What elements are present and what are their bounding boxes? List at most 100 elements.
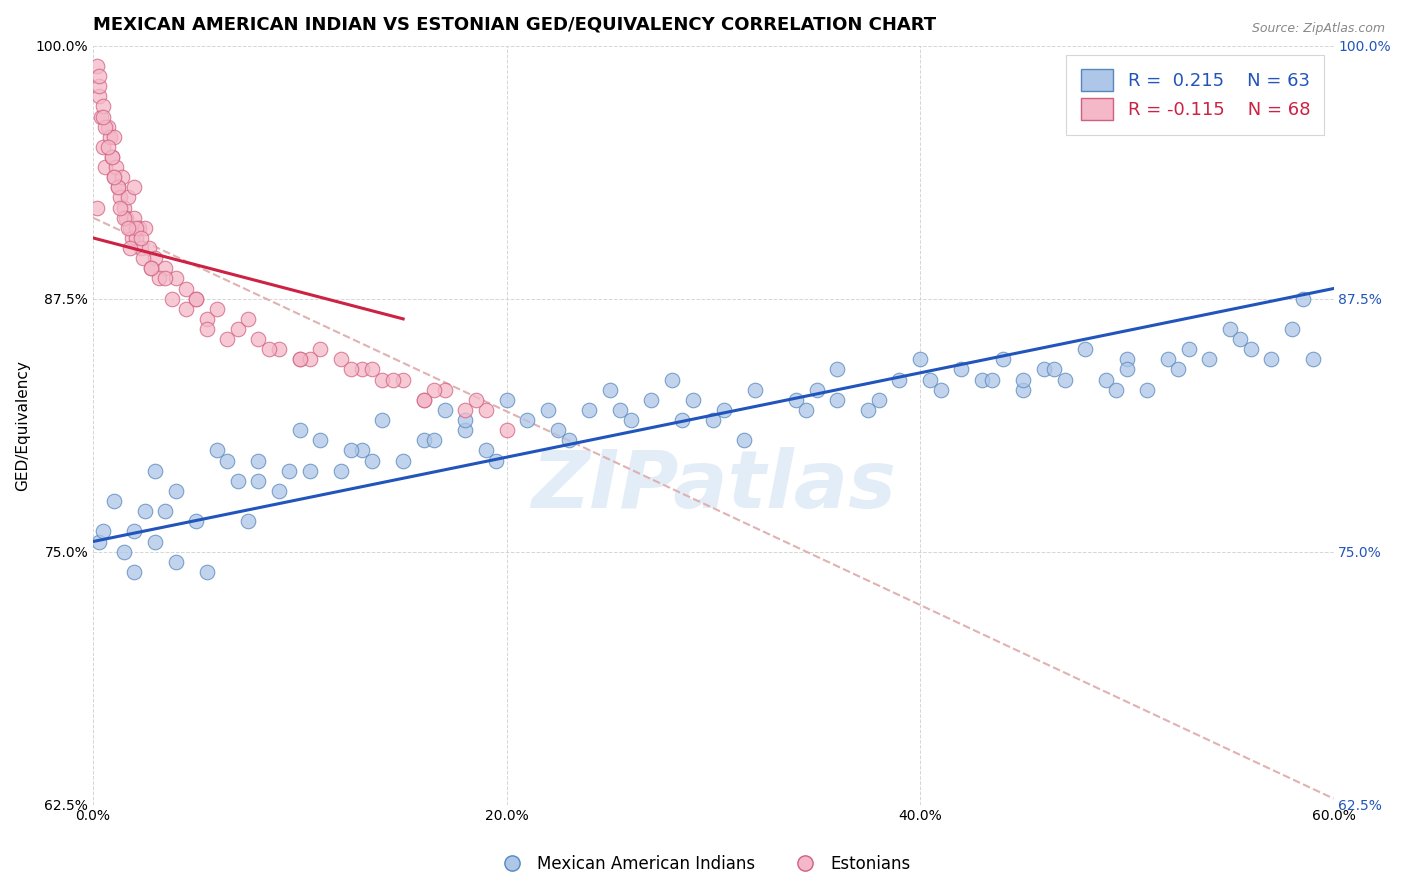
Point bbox=[93, 110, 115, 124]
Point bbox=[288, 352, 311, 367]
Point bbox=[96, 120, 118, 134]
Point bbox=[236, 311, 259, 326]
Point bbox=[423, 383, 446, 397]
Point bbox=[143, 534, 166, 549]
Point bbox=[1240, 343, 1263, 357]
Point bbox=[89, 89, 111, 103]
Point bbox=[889, 373, 911, 387]
Point bbox=[361, 453, 384, 467]
Point bbox=[733, 434, 755, 448]
Point bbox=[134, 504, 156, 518]
Point bbox=[124, 524, 146, 539]
Point bbox=[124, 180, 146, 194]
Point bbox=[205, 301, 228, 316]
Point bbox=[827, 392, 849, 407]
Point bbox=[107, 180, 129, 194]
Point bbox=[108, 201, 131, 215]
Point bbox=[107, 180, 129, 194]
Point bbox=[557, 434, 579, 448]
Point bbox=[174, 281, 197, 295]
Point bbox=[1229, 332, 1251, 346]
Point bbox=[330, 464, 353, 478]
Point bbox=[1095, 373, 1118, 387]
Point bbox=[93, 524, 115, 539]
Point bbox=[93, 140, 115, 154]
Point bbox=[148, 271, 170, 285]
Point bbox=[111, 170, 134, 185]
Point bbox=[485, 453, 508, 467]
Point bbox=[96, 140, 118, 154]
Point bbox=[288, 423, 311, 437]
Point bbox=[124, 565, 146, 579]
Point bbox=[103, 494, 125, 508]
Point bbox=[100, 150, 122, 164]
Point bbox=[299, 464, 322, 478]
Point bbox=[129, 241, 152, 255]
Point bbox=[970, 373, 993, 387]
Point bbox=[90, 110, 112, 124]
Point bbox=[117, 220, 139, 235]
Point bbox=[217, 453, 239, 467]
Point bbox=[160, 292, 183, 306]
Point bbox=[785, 392, 807, 407]
Point bbox=[516, 413, 538, 427]
Point bbox=[226, 474, 249, 488]
Point bbox=[139, 261, 162, 276]
Point bbox=[195, 565, 218, 579]
Point bbox=[412, 434, 434, 448]
Point bbox=[1012, 373, 1035, 387]
Point bbox=[112, 544, 135, 558]
Point bbox=[247, 453, 270, 467]
Point bbox=[269, 343, 291, 357]
Point bbox=[309, 434, 332, 448]
Point bbox=[288, 352, 311, 367]
Point bbox=[1157, 352, 1180, 367]
Point bbox=[806, 383, 828, 397]
Point bbox=[1115, 362, 1137, 376]
Point bbox=[599, 383, 621, 397]
Point bbox=[155, 271, 177, 285]
Point bbox=[858, 403, 880, 417]
Point bbox=[1260, 352, 1282, 367]
Y-axis label: GED/Equivalency: GED/Equivalency bbox=[15, 359, 30, 491]
Point bbox=[981, 373, 1004, 387]
Point bbox=[309, 343, 332, 357]
Point bbox=[112, 211, 135, 225]
Point bbox=[174, 301, 197, 316]
Point bbox=[86, 201, 108, 215]
Point bbox=[1033, 362, 1056, 376]
Point bbox=[103, 170, 125, 185]
Point bbox=[1178, 343, 1201, 357]
Point bbox=[94, 120, 117, 134]
Point bbox=[186, 514, 208, 528]
Point bbox=[454, 423, 477, 437]
Point bbox=[950, 362, 973, 376]
Point bbox=[1291, 292, 1313, 306]
Point bbox=[1136, 383, 1159, 397]
Point bbox=[121, 231, 143, 245]
Point bbox=[89, 79, 111, 94]
Point bbox=[143, 251, 166, 265]
Point bbox=[94, 160, 117, 174]
Legend: R =  0.215    N = 63, R = -0.115    N = 68: R = 0.215 N = 63, R = -0.115 N = 68 bbox=[1066, 54, 1324, 135]
Point bbox=[299, 352, 322, 367]
Point bbox=[86, 59, 108, 73]
Point bbox=[1043, 362, 1066, 376]
Point bbox=[115, 211, 138, 225]
Point bbox=[226, 322, 249, 336]
Point bbox=[350, 362, 373, 376]
Point bbox=[475, 403, 498, 417]
Point bbox=[340, 362, 363, 376]
Point bbox=[257, 343, 280, 357]
Point bbox=[537, 403, 560, 417]
Point bbox=[991, 352, 1014, 367]
Point bbox=[155, 261, 177, 276]
Point bbox=[165, 271, 187, 285]
Point bbox=[247, 332, 270, 346]
Point bbox=[98, 129, 121, 144]
Point bbox=[108, 190, 131, 204]
Point bbox=[547, 423, 569, 437]
Point bbox=[794, 403, 817, 417]
Point bbox=[1115, 352, 1137, 367]
Point bbox=[1012, 383, 1035, 397]
